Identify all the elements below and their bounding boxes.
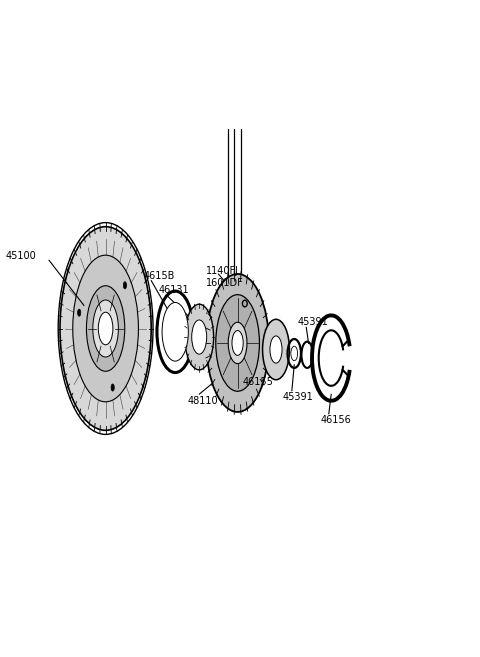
Ellipse shape <box>111 384 114 391</box>
Ellipse shape <box>162 302 188 361</box>
Ellipse shape <box>93 300 119 357</box>
Text: 46155: 46155 <box>242 377 273 388</box>
Ellipse shape <box>123 282 127 289</box>
Text: 48110: 48110 <box>187 396 218 406</box>
Text: 1140FJ: 1140FJ <box>206 265 240 276</box>
Ellipse shape <box>60 227 151 430</box>
Ellipse shape <box>73 255 138 402</box>
Ellipse shape <box>206 274 269 412</box>
Ellipse shape <box>98 312 113 345</box>
Text: 45391: 45391 <box>282 392 313 403</box>
Ellipse shape <box>263 319 289 380</box>
Text: 46156: 46156 <box>321 415 351 426</box>
Ellipse shape <box>86 286 125 371</box>
Text: 46131: 46131 <box>158 285 189 296</box>
Ellipse shape <box>270 336 282 363</box>
Ellipse shape <box>216 295 259 391</box>
Text: 4615B: 4615B <box>144 271 175 281</box>
Text: 45100: 45100 <box>5 251 36 261</box>
Ellipse shape <box>58 223 153 434</box>
Ellipse shape <box>192 320 207 354</box>
Text: 1601DF: 1601DF <box>206 277 244 288</box>
Ellipse shape <box>228 323 247 364</box>
Text: 45391: 45391 <box>298 317 328 327</box>
Ellipse shape <box>185 304 214 370</box>
Ellipse shape <box>232 330 243 355</box>
Ellipse shape <box>291 346 298 361</box>
Ellipse shape <box>78 309 81 316</box>
